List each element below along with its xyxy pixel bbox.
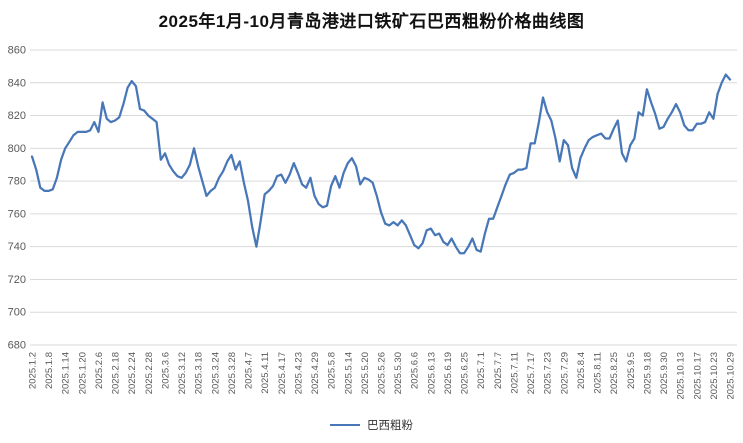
x-tick-label: 2025.7.1 xyxy=(476,352,487,389)
y-tick-label: 760 xyxy=(8,208,26,220)
x-tick-label: 2025.10.23 xyxy=(709,352,720,400)
x-tick-label: 2025.9.30 xyxy=(659,352,670,394)
x-tick-label: 2025.4.7 xyxy=(244,352,255,389)
x-tick-label: 2025.3.18 xyxy=(194,352,205,394)
x-tick-label: 2025.4.11 xyxy=(260,352,271,394)
price-line xyxy=(30,73,732,255)
x-tick-label: 2025.7.23 xyxy=(543,352,554,394)
y-tick-label: 840 xyxy=(8,77,26,89)
x-tick-label: 2025.3.28 xyxy=(227,352,238,394)
x-tick-label: 2025.6.19 xyxy=(443,352,454,394)
y-tick-label: 800 xyxy=(8,143,26,155)
x-tick-label: 2025.4.29 xyxy=(310,352,321,394)
y-tick-label: 780 xyxy=(8,176,26,188)
x-tick-label: 2025.6.13 xyxy=(426,352,437,394)
x-tick-label: 2025.2.18 xyxy=(111,352,122,394)
x-tick-label: 2025.5.30 xyxy=(393,352,404,394)
x-tick-label: 2025.5.8 xyxy=(327,352,338,389)
x-tick-label: 2025.5.26 xyxy=(377,352,388,394)
x-tick-label: 2025.10.13 xyxy=(676,352,687,400)
x-tick-label: 2025.8.25 xyxy=(609,352,620,394)
x-tick-label: 2025.1.8 xyxy=(44,352,55,389)
x-tick-label: 2025.2.28 xyxy=(144,352,155,394)
x-tick-label: 2025.2.6 xyxy=(94,352,105,389)
x-tick-label: 2025.2.24 xyxy=(127,352,138,394)
x-tick-label: 2025.3.12 xyxy=(177,352,188,394)
legend: 巴西粗粉 xyxy=(0,417,743,433)
x-tick-label: 2025.4.17 xyxy=(277,352,288,394)
legend-line-icon xyxy=(330,424,360,426)
x-tick-label: 2025.9.18 xyxy=(642,352,653,394)
y-tick-label: 720 xyxy=(8,274,26,286)
x-tick-label: 2025.1.14 xyxy=(61,352,72,394)
chart-title: 2025年1月-10月青岛港进口铁矿石巴西粗粉价格曲线图 xyxy=(158,12,585,31)
x-tick-label: 2025.7.29 xyxy=(559,352,570,394)
x-tick-label: 2025.1.20 xyxy=(77,352,88,394)
x-tick-label: 2025.4.23 xyxy=(293,352,304,394)
x-tick-label: 2025.1.2 xyxy=(28,352,39,389)
x-tick-label: 2025.3.6 xyxy=(160,352,171,389)
x-tick-label: 2025.8.4 xyxy=(576,352,587,389)
x-tick-label: 2025.6.25 xyxy=(460,352,471,394)
y-tick-label: 700 xyxy=(8,307,26,319)
y-tick-label: 860 xyxy=(8,45,26,57)
x-tick-label: 2025.5.20 xyxy=(360,352,371,394)
x-tick-label: 2025.9.5 xyxy=(626,352,637,389)
x-tick-label: 2025.8.11 xyxy=(593,352,604,394)
x-tick-label: 2025.5.14 xyxy=(343,352,354,394)
y-tick-label: 680 xyxy=(8,340,26,352)
x-tick-label: 2025.7.11 xyxy=(509,352,520,394)
y-tick-label: 820 xyxy=(8,110,26,122)
x-tick-label: 2025.10.29 xyxy=(726,352,737,400)
x-tick-label: 2025.10.17 xyxy=(692,352,703,400)
x-tick-label: 2025.3.24 xyxy=(210,352,221,394)
x-tick-label: 2025.6.6 xyxy=(410,352,421,389)
legend-series-label: 巴西粗粉 xyxy=(367,420,413,432)
x-tick-label: 2025.7.17 xyxy=(526,352,537,394)
y-tick-label: 740 xyxy=(8,241,26,253)
x-tick-label: 2025.7.7 xyxy=(493,352,504,389)
